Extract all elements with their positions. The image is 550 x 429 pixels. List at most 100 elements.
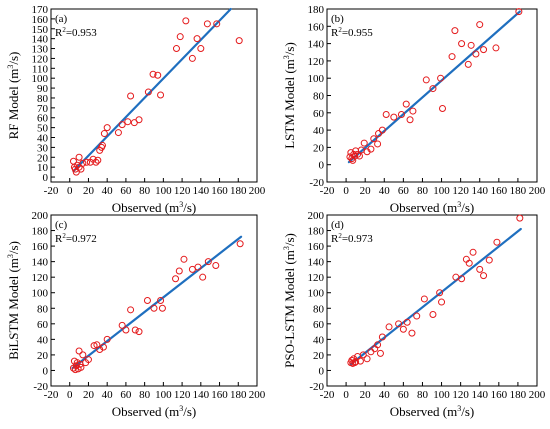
r-squared-symbol: R <box>331 233 339 245</box>
y-tick-label: 200 <box>308 210 325 222</box>
data-point <box>376 349 384 357</box>
y-tick-label: 180 <box>308 226 325 238</box>
data-point <box>75 153 83 161</box>
fit-line <box>347 10 521 164</box>
data-point <box>84 356 92 364</box>
data-point <box>83 158 91 166</box>
data-point <box>90 342 98 350</box>
y-tick-label: 20 <box>37 350 49 362</box>
x-axis-label: Observed (m3/s) <box>112 200 197 215</box>
r-squared-sup: 2 <box>338 232 342 240</box>
y-tick-label: 0 <box>319 365 325 377</box>
data-point <box>182 17 190 25</box>
data-point <box>176 33 184 41</box>
data-point <box>397 111 405 119</box>
x-tick-label: 40 <box>102 389 114 401</box>
y-axis-label-tail: /s) <box>282 233 297 246</box>
x-axis-label-text: Observed (m <box>390 404 458 419</box>
data-point <box>429 85 437 93</box>
y-tick-label: 80 <box>313 91 325 103</box>
data-point <box>485 256 493 264</box>
x-tick-label: 120 <box>174 389 191 401</box>
x-tick-label: -20 <box>320 185 335 197</box>
data-point <box>476 265 484 273</box>
y-axis-label-text: PSO-LSTM Model (m <box>282 250 297 368</box>
x-tick-label: 120 <box>452 185 469 197</box>
scatter-panel: -20 0 20 40 60 80 100 120 140 160 180 200-200204060… <box>282 4 546 215</box>
x-tick-label: -20 <box>44 389 59 401</box>
y-tick-label: 100 <box>308 73 325 85</box>
panel-label: (c) <box>55 219 68 231</box>
r-squared-value: =0.953 <box>66 27 97 39</box>
y-tick-label: 160 <box>32 241 49 253</box>
data-point <box>409 107 417 115</box>
x-tick-label: 60 <box>120 185 132 197</box>
x-axis-label-tail: /s) <box>183 200 196 215</box>
r-squared-sup: 2 <box>338 26 342 34</box>
x-tick-label: 120 <box>174 185 191 197</box>
data-point <box>370 135 378 143</box>
r-squared-sup: 2 <box>62 232 66 240</box>
r-squared-annotation: R2=0.972 <box>55 232 97 245</box>
data-point <box>100 130 108 138</box>
data-point <box>355 152 363 160</box>
data-point <box>516 214 524 222</box>
data-point <box>124 118 132 126</box>
data-point <box>75 163 83 171</box>
data-point <box>354 150 362 158</box>
data-point <box>212 262 220 270</box>
x-tick-label: 20 <box>360 389 372 401</box>
y-tick-label: 0 <box>43 365 49 377</box>
y-tick-label: 150 <box>32 24 49 36</box>
y-tick-label: 110 <box>32 63 49 75</box>
x-tick-label: 60 <box>120 389 132 401</box>
data-point <box>515 8 523 16</box>
data-point <box>403 318 411 326</box>
data-point <box>458 275 466 283</box>
y-axis-label-sup: 3 <box>6 65 15 69</box>
y-tick-label: 170 <box>32 4 49 16</box>
data-point <box>188 265 196 273</box>
data-point <box>154 71 162 79</box>
data-point <box>204 258 212 266</box>
data-point <box>188 54 196 62</box>
x-tick-label: 40 <box>379 389 391 401</box>
y-tick-label: 100 <box>308 288 325 300</box>
x-tick-label: 120 <box>452 389 469 401</box>
r-squared-value: =0.955 <box>342 27 373 39</box>
data-point <box>71 366 79 374</box>
data-point <box>127 306 135 314</box>
data-point <box>197 45 205 53</box>
x-tick-label: 80 <box>417 389 429 401</box>
y-tick-label: 160 <box>32 14 49 26</box>
data-point <box>175 267 183 275</box>
x-tick-label: 100 <box>433 389 450 401</box>
x-axis-label: Observed (m3/s) <box>390 404 475 419</box>
x-tick-label: 200 <box>529 185 546 197</box>
x-tick-label: -20 <box>44 185 59 197</box>
data-point <box>199 273 207 281</box>
data-point <box>79 351 87 359</box>
data-point <box>235 37 243 45</box>
r-squared-sup: 2 <box>62 26 66 34</box>
y-tick-label: 40 <box>313 334 325 346</box>
y-tick-label: 120 <box>32 53 49 65</box>
data-point <box>99 343 107 351</box>
r-squared-value: =0.973 <box>342 233 373 245</box>
r-squared-annotation: R2=0.973 <box>331 232 373 245</box>
fit-line <box>349 227 522 366</box>
x-tick-label: 100 <box>155 185 172 197</box>
y-tick-label: -20 <box>309 177 324 189</box>
x-tick-label: 0 <box>67 389 73 401</box>
data-point <box>367 348 375 356</box>
data-point <box>429 310 437 318</box>
x-tick-label: 160 <box>211 185 228 197</box>
data-point <box>363 355 371 363</box>
y-tick-label: 130 <box>32 44 49 56</box>
data-point <box>131 326 139 334</box>
data-point <box>493 238 501 246</box>
y-tick-label: 0 <box>319 160 325 172</box>
x-axis-label-tail: /s) <box>461 200 474 215</box>
data-point <box>437 74 445 82</box>
data-point <box>103 124 111 132</box>
